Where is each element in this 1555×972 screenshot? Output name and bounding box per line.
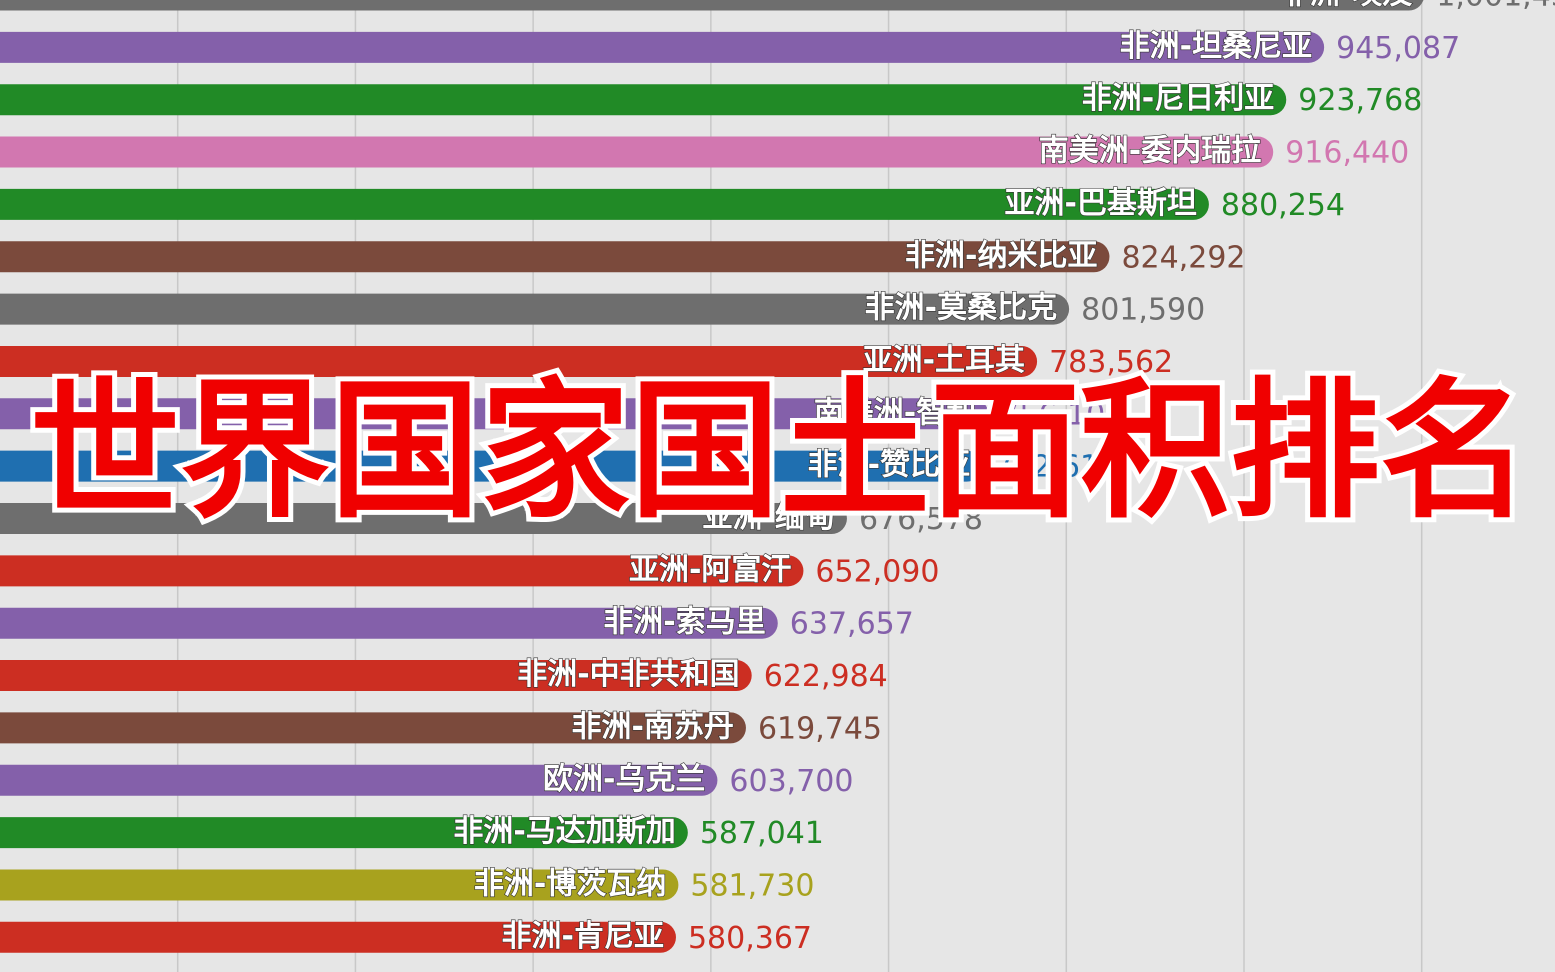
value-label: 581,730 [690, 868, 814, 903]
value-label: 580,367 [688, 921, 812, 956]
bar-label: 非洲-赞比亚 [808, 448, 970, 483]
bar-label: 非洲-肯尼亚 [502, 919, 664, 954]
bar-label: 非洲-纳米比亚 [905, 238, 1097, 273]
bar [0, 345, 1038, 377]
value-label: 801,590 [1081, 293, 1205, 328]
bar [0, 817, 688, 849]
bar-label: 非洲-中非共和国 [517, 657, 739, 692]
value-label: 637,657 [790, 607, 914, 642]
bar-label: 非洲-坦桑尼亚 [1120, 29, 1312, 64]
bar [0, 0, 1424, 11]
bar-label: 亚洲-土耳其 [863, 343, 1025, 378]
bar-label: 亚洲-阿富汗 [629, 552, 791, 587]
value-label: 622,984 [764, 659, 888, 694]
bar [0, 869, 679, 901]
bar [0, 188, 1209, 220]
value-label: 752,618 [994, 450, 1118, 485]
bar [0, 398, 989, 430]
value-label: 652,090 [815, 554, 939, 589]
chart-title: 世界国家国土面积排名 [30, 365, 1530, 539]
bar [0, 31, 1325, 63]
value-label: 756,102 [1000, 397, 1124, 432]
bar [0, 293, 1070, 325]
value-label: 945,087 [1336, 31, 1460, 66]
bar-label: 非洲-尼日利亚 [1082, 81, 1274, 116]
bar-label: 非洲-莫桑比克 [865, 291, 1057, 326]
bar-label: 亚洲-缅甸 [702, 500, 834, 535]
bar [0, 450, 983, 482]
bar [0, 84, 1287, 116]
bar [0, 764, 718, 796]
bar [0, 241, 1110, 273]
value-label: 824,292 [1121, 240, 1245, 275]
bar-label: 非洲-马达加斯加 [453, 814, 675, 849]
value-label: 923,768 [1298, 83, 1422, 118]
value-label: 587,041 [700, 816, 824, 851]
bar [0, 921, 676, 953]
value-label: 880,254 [1221, 188, 1345, 223]
bar [0, 660, 752, 692]
bar-label: 非洲-博茨瓦纳 [474, 866, 666, 901]
value-label: 916,440 [1285, 136, 1409, 171]
value-label: 1,001,450 [1436, 0, 1555, 14]
bar [0, 555, 804, 587]
value-label: 603,700 [729, 764, 853, 799]
bar [0, 136, 1274, 168]
value-label: 676,578 [859, 502, 983, 537]
bar-label: 欧洲-乌克兰 [543, 762, 705, 797]
bar-label: 亚洲-巴基斯坦 [1004, 186, 1196, 221]
bar-label: 非洲-南苏丹 [571, 709, 733, 744]
bar-label: 非洲-索马里 [603, 605, 765, 640]
value-label: 783,562 [1049, 345, 1173, 380]
bar [0, 712, 746, 744]
bar-label: 非洲-埃及 [1280, 0, 1412, 12]
bar-label: 南美洲-智利 [814, 395, 976, 430]
bar [0, 607, 778, 639]
value-label: 619,745 [758, 711, 882, 746]
bar [0, 503, 847, 534]
bar-label: 南美洲-委内瑞拉 [1039, 134, 1261, 169]
